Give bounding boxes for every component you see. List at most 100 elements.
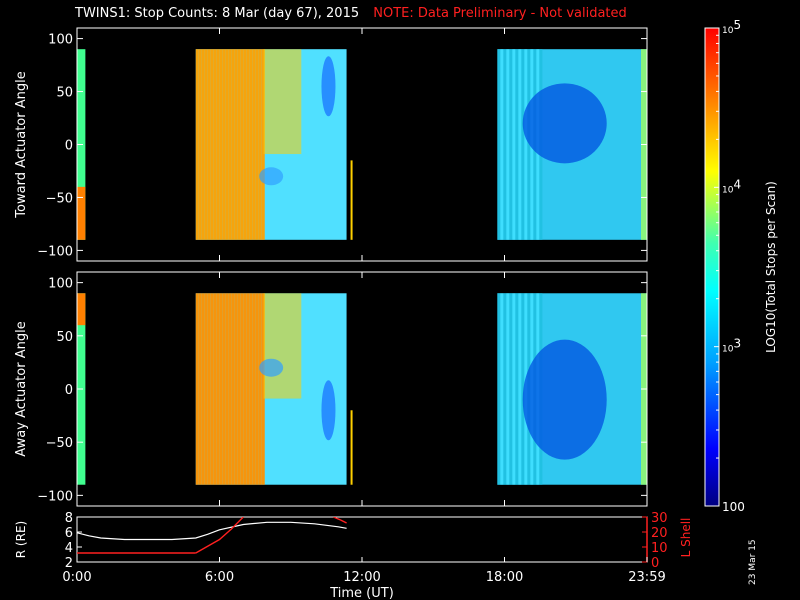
data-column	[207, 49, 211, 240]
chart-title: TWINS1: Stop Counts: 8 Mar (day 67), 201…	[75, 6, 627, 21]
coverage-block	[195, 49, 353, 240]
data-column	[216, 293, 220, 485]
data-column	[195, 49, 199, 240]
y-tick-label: 8	[65, 511, 73, 526]
data-column	[255, 293, 259, 485]
data-column	[228, 293, 232, 485]
data-column	[246, 49, 250, 240]
y-tick-right-label: 20	[651, 526, 668, 541]
y-tick-right-label: 0	[651, 556, 659, 571]
y-tick-label: −100	[37, 489, 73, 504]
data-column	[198, 293, 202, 485]
data-column	[210, 293, 214, 485]
data-column	[249, 49, 253, 240]
series-r-line	[77, 521, 347, 541]
series-lshell-line	[195, 517, 244, 554]
data-column	[243, 49, 247, 240]
data-column	[512, 293, 516, 485]
y-tick-label: 4	[65, 541, 73, 556]
data-strip-hot	[77, 186, 86, 240]
y-tick-label: 0	[65, 383, 73, 398]
data-column	[216, 49, 220, 240]
x-axis-label: Time (UT)	[329, 586, 394, 600]
coverage-block	[195, 293, 353, 485]
data-column	[249, 293, 253, 485]
heatmap-panel-away	[76, 271, 648, 507]
data-column	[225, 49, 229, 240]
data-column	[207, 293, 211, 485]
x-tick-label: 0:00	[62, 570, 91, 585]
series-lshell-line	[333, 517, 347, 524]
data-column	[252, 49, 256, 240]
data-column	[527, 49, 531, 240]
data-column	[524, 49, 528, 240]
date-stamp: 23 Mar 15	[748, 539, 758, 585]
y-tick-label: 50	[56, 330, 73, 345]
data-column	[234, 49, 238, 240]
colorbar-tick-label: 104	[722, 177, 741, 195]
data-lobe	[321, 380, 336, 441]
data-column	[231, 49, 235, 240]
data-column	[497, 293, 501, 485]
data-column	[231, 293, 235, 485]
data-column	[219, 49, 223, 240]
y-tick-label: −100	[37, 244, 73, 259]
data-column	[240, 49, 244, 240]
y-tick-label: −50	[46, 191, 73, 206]
orbit-panel: R (RE) L Shell	[14, 516, 693, 563]
data-column	[228, 49, 232, 240]
colorbar-label: LOG10(Total Stops per Scan)	[764, 181, 778, 353]
heatmap-panel-toward	[76, 27, 648, 262]
data-column	[515, 49, 519, 240]
data-column	[506, 293, 510, 485]
data-column	[497, 49, 501, 240]
data-column	[237, 49, 241, 240]
data-column	[515, 293, 519, 485]
data-column	[506, 49, 510, 240]
y-tick-label: 100	[48, 277, 73, 292]
data-column	[252, 293, 256, 485]
data-column	[509, 293, 513, 485]
data-column	[512, 49, 516, 240]
y-axis-label: Away Actuator Angle	[14, 321, 29, 456]
data-column	[503, 293, 507, 485]
data-column	[255, 49, 259, 240]
data-column	[204, 49, 208, 240]
x-tick-label: 6:00	[205, 570, 234, 585]
data-column	[243, 293, 247, 485]
data-lobe	[259, 167, 284, 186]
x-tick-label: 23:59	[628, 570, 665, 585]
y-tick-label: 2	[65, 556, 73, 571]
data-column	[213, 49, 217, 240]
data-column	[204, 293, 208, 485]
data-column	[198, 49, 202, 240]
data-line	[350, 160, 353, 240]
data-lobe	[259, 358, 284, 377]
data-gradient	[263, 49, 302, 155]
data-column	[500, 49, 504, 240]
data-column	[225, 293, 229, 485]
data-lobe	[522, 83, 607, 164]
colorbar-tick-label: 105	[722, 18, 741, 36]
title-main: TWINS1: Stop Counts: 8 Mar (day 67), 201…	[75, 6, 360, 21]
data-column	[261, 293, 265, 485]
colorbar-tick-label: 103	[722, 337, 741, 355]
data-column	[509, 49, 513, 240]
y-axis-right-label: L Shell	[679, 518, 693, 558]
data-column	[201, 49, 205, 240]
data-column	[210, 49, 214, 240]
data-column	[240, 293, 244, 485]
data-column	[258, 49, 262, 240]
data-column	[219, 293, 223, 485]
y-tick-label: 100	[48, 33, 73, 48]
data-column	[521, 49, 525, 240]
x-tick-label: 12:00	[343, 570, 380, 585]
data-line	[350, 410, 353, 485]
y-tick-right-label: 10	[651, 541, 668, 556]
y-axis-label: R (RE)	[14, 521, 28, 558]
data-column	[521, 293, 525, 485]
data-gradient	[263, 293, 302, 399]
